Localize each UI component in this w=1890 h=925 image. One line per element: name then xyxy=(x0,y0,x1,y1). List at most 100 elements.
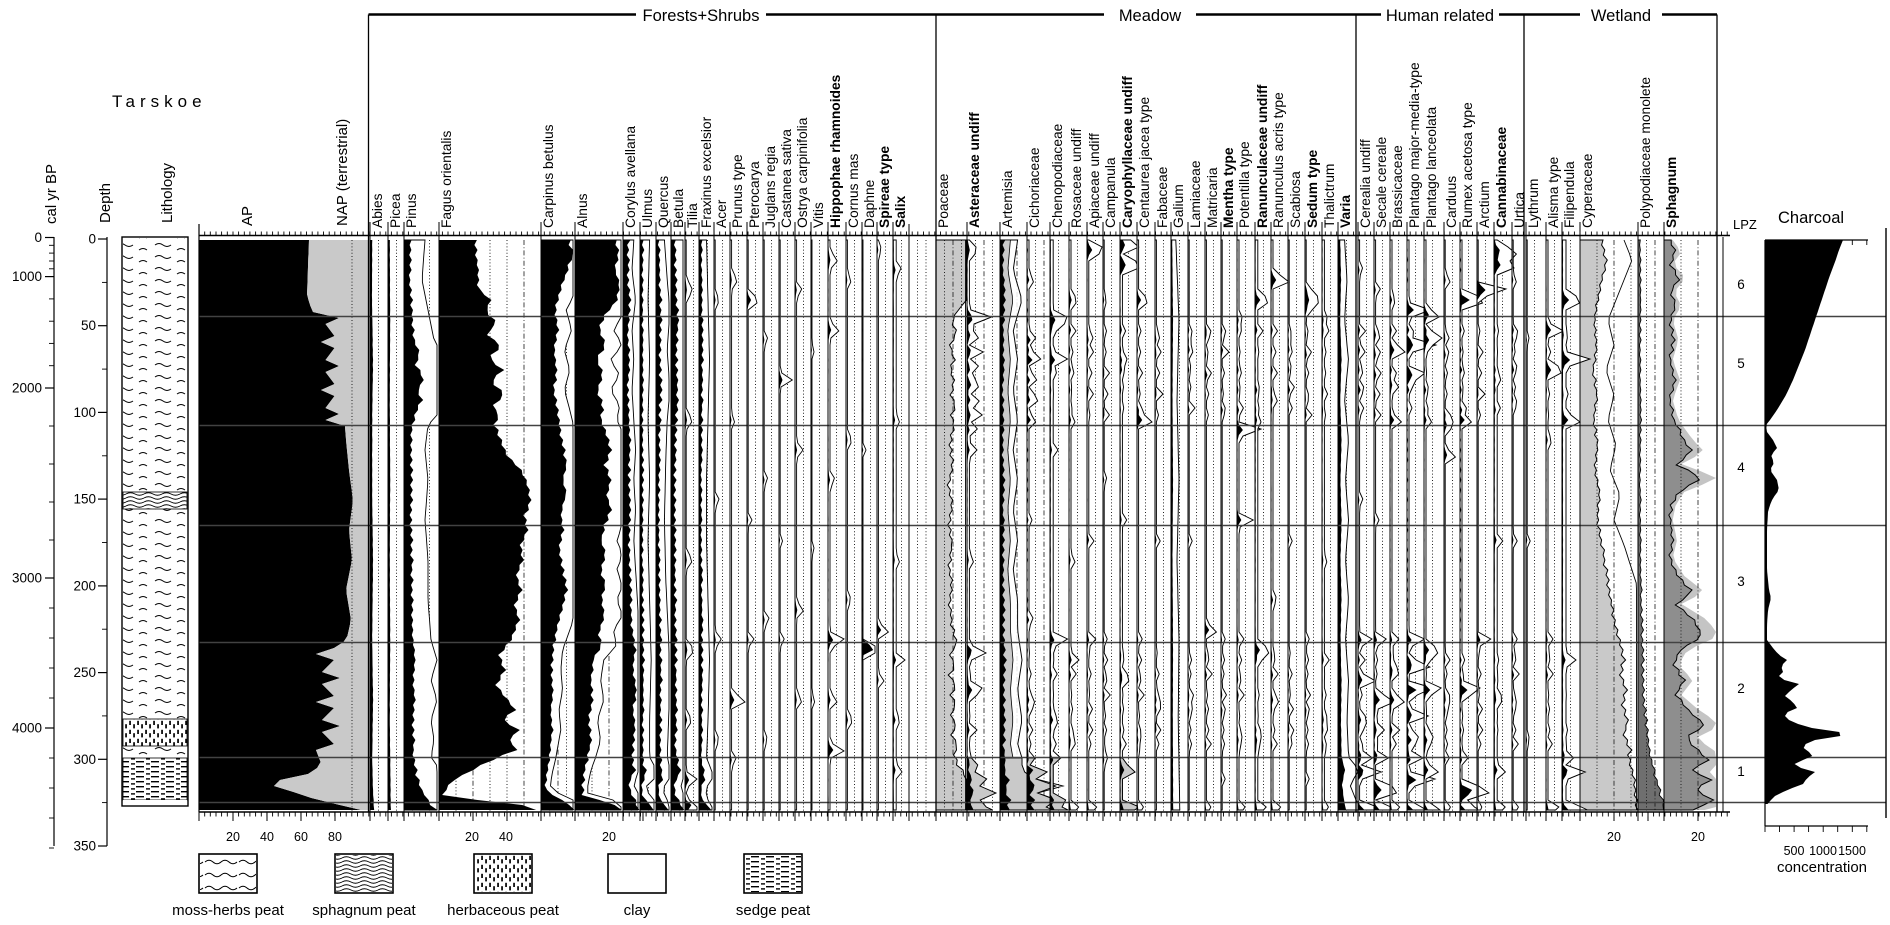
svg-text:concentration: concentration xyxy=(1777,859,1867,876)
svg-text:60: 60 xyxy=(294,830,308,844)
svg-text:500: 500 xyxy=(1784,844,1805,858)
svg-text:Plantago lanceolata: Plantago lanceolata xyxy=(1424,106,1439,228)
svg-text:2: 2 xyxy=(1737,681,1745,696)
svg-text:sedge peat: sedge peat xyxy=(736,902,811,919)
svg-text:Juglans regia: Juglans regia xyxy=(763,146,778,228)
svg-text:Potentilla type: Potentilla type xyxy=(1237,141,1252,228)
svg-text:80: 80 xyxy=(328,830,342,844)
svg-text:Betula: Betula xyxy=(671,189,686,228)
svg-text:Fagus orientalis: Fagus orientalis xyxy=(439,131,454,228)
svg-text:LPZ: LPZ xyxy=(1733,217,1757,232)
svg-text:Carduus: Carduus xyxy=(1444,176,1459,228)
svg-text:Alnus: Alnus xyxy=(575,193,590,228)
svg-text:40: 40 xyxy=(499,830,513,844)
svg-text:0: 0 xyxy=(34,230,42,245)
svg-text:Pterocarya: Pterocarya xyxy=(747,161,762,228)
svg-text:Spireae type: Spireae type xyxy=(877,146,892,228)
svg-text:Lythrum: Lythrum xyxy=(1526,179,1541,228)
svg-text:200: 200 xyxy=(73,578,96,593)
svg-text:Campanula: Campanula xyxy=(1103,157,1118,228)
svg-text:Caryophyllaceae undiff: Caryophyllaceae undiff xyxy=(1120,76,1135,228)
svg-text:Salix: Salix xyxy=(893,195,908,228)
svg-text:Matricaria: Matricaria xyxy=(1205,167,1220,228)
svg-text:4000: 4000 xyxy=(12,721,42,736)
svg-text:Corylus avellana: Corylus avellana xyxy=(623,126,638,228)
svg-text:Asteraceae undiff: Asteraceae undiff xyxy=(967,112,982,228)
svg-text:Ostrya carpinifolia: Ostrya carpinifolia xyxy=(795,117,810,228)
svg-text:250: 250 xyxy=(73,665,96,680)
svg-text:Abies: Abies xyxy=(370,193,385,228)
svg-text:Depth: Depth xyxy=(97,183,114,223)
svg-text:Meadow: Meadow xyxy=(1119,7,1181,25)
svg-text:Wetland: Wetland xyxy=(1591,7,1651,25)
svg-text:Tarskoe: Tarskoe xyxy=(112,92,207,111)
svg-text:Centaurea jacea type: Centaurea jacea type xyxy=(1137,97,1152,228)
svg-text:Daphne: Daphne xyxy=(862,179,877,228)
svg-text:Ranunculaceae undiff: Ranunculaceae undiff xyxy=(1255,84,1270,228)
svg-text:Varia: Varia xyxy=(1338,195,1353,228)
svg-text:40: 40 xyxy=(260,830,274,844)
svg-text:Prunus type: Prunus type xyxy=(730,154,745,228)
svg-text:Tilia: Tilia xyxy=(685,203,700,228)
svg-text:Sphagnum: Sphagnum xyxy=(1664,157,1679,228)
svg-text:50: 50 xyxy=(81,318,96,333)
svg-text:1: 1 xyxy=(1737,764,1745,779)
svg-text:Filipendula: Filipendula xyxy=(1562,161,1577,228)
svg-text:Apiaceae undiff: Apiaceae undiff xyxy=(1087,133,1102,228)
svg-text:5: 5 xyxy=(1737,356,1745,371)
svg-text:Thalictrum: Thalictrum xyxy=(1322,164,1337,228)
svg-text:Pinus: Pinus xyxy=(404,193,419,228)
svg-text:Rumex acetosa type: Rumex acetosa type xyxy=(1460,102,1475,228)
svg-text:1000: 1000 xyxy=(12,269,42,284)
svg-text:Castanea sativa: Castanea sativa xyxy=(779,129,794,228)
svg-text:2000: 2000 xyxy=(12,381,42,396)
svg-text:Ranunculus acris type: Ranunculus acris type xyxy=(1271,92,1286,228)
svg-text:Artemisia: Artemisia xyxy=(1000,170,1015,228)
svg-text:Acer: Acer xyxy=(714,199,729,228)
svg-text:20: 20 xyxy=(465,830,479,844)
svg-text:Picea: Picea xyxy=(388,193,403,228)
svg-text:Cornus mas: Cornus mas xyxy=(846,154,861,228)
svg-text:4: 4 xyxy=(1737,460,1745,475)
svg-text:Human related: Human related xyxy=(1386,7,1494,25)
svg-text:6: 6 xyxy=(1737,277,1745,292)
svg-text:herbaceous peat: herbaceous peat xyxy=(447,902,560,919)
svg-text:20: 20 xyxy=(1607,830,1621,844)
svg-text:Brassicaceae: Brassicaceae xyxy=(1390,145,1405,228)
svg-text:moss-herbs peat: moss-herbs peat xyxy=(172,902,285,919)
svg-text:NAP (terrestrial): NAP (terrestrial) xyxy=(334,119,351,226)
svg-text:3000: 3000 xyxy=(12,571,42,586)
svg-text:sphagnum peat: sphagnum peat xyxy=(312,902,416,919)
svg-text:Sedum type: Sedum type xyxy=(1305,149,1320,228)
svg-text:Cannabinaceae: Cannabinaceae xyxy=(1494,126,1509,228)
svg-text:Cichoriaceae: Cichoriaceae xyxy=(1027,147,1042,228)
svg-text:Charcoal: Charcoal xyxy=(1778,209,1844,227)
svg-text:Carpinus betulus: Carpinus betulus xyxy=(541,124,556,228)
svg-text:300: 300 xyxy=(73,752,96,767)
svg-text:Forests+Shrubs: Forests+Shrubs xyxy=(643,7,760,25)
svg-text:cal yr BP: cal yr BP xyxy=(43,164,60,224)
svg-text:Polypodiaceae monolete: Polypodiaceae monolete xyxy=(1638,77,1653,228)
svg-text:Galium: Galium xyxy=(1171,184,1186,228)
svg-text:Urtica: Urtica xyxy=(1512,192,1527,228)
svg-text:Cerealia undiff: Cerealia undiff xyxy=(1358,139,1373,228)
svg-text:Scabiosa: Scabiosa xyxy=(1288,171,1303,228)
svg-text:Plantago major-media-type: Plantago major-media-type xyxy=(1407,62,1422,228)
svg-text:1500: 1500 xyxy=(1838,844,1866,858)
svg-text:Cyperaceae: Cyperaceae xyxy=(1580,153,1595,228)
svg-text:clay: clay xyxy=(624,902,651,919)
svg-text:Mentha type: Mentha type xyxy=(1221,147,1236,228)
svg-text:Hippophae rhamnoides: Hippophae rhamnoides xyxy=(828,74,843,228)
svg-text:AP: AP xyxy=(239,206,256,226)
svg-text:100: 100 xyxy=(73,405,96,420)
svg-text:Chenopodiaceae: Chenopodiaceae xyxy=(1050,123,1065,228)
svg-text:Alisma type: Alisma type xyxy=(1546,156,1561,228)
svg-text:3: 3 xyxy=(1737,574,1745,589)
svg-text:Quercus: Quercus xyxy=(656,176,671,228)
svg-text:0: 0 xyxy=(88,232,96,247)
svg-text:Lamiaceae: Lamiaceae xyxy=(1188,160,1203,228)
svg-text:Vitis: Vitis xyxy=(811,202,826,228)
svg-text:Ulmus: Ulmus xyxy=(640,189,655,228)
svg-text:20: 20 xyxy=(1691,830,1705,844)
svg-text:Fraxinus excelsior: Fraxinus excelsior xyxy=(699,116,714,228)
